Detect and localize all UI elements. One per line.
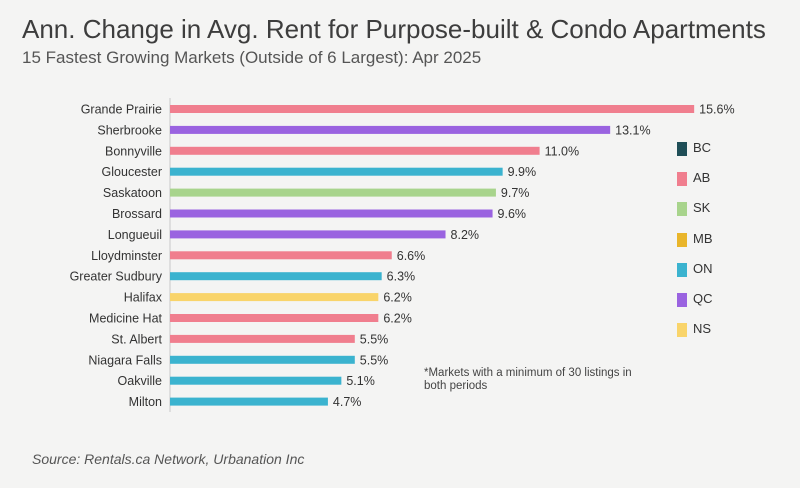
data-label: 4.7%	[333, 395, 362, 409]
bar	[170, 334, 355, 343]
data-label: 6.2%	[383, 312, 412, 326]
bar	[170, 293, 379, 302]
bar	[170, 105, 695, 113]
category-label: Oakville	[118, 374, 163, 388]
bar	[170, 230, 446, 239]
legend-label: AB	[693, 170, 711, 186]
data-label: 9.7%	[501, 186, 530, 200]
legend-swatch	[677, 232, 687, 247]
bar	[170, 355, 355, 364]
bar	[170, 125, 611, 134]
legend-label: BC	[693, 140, 712, 155]
data-label: 6.3%	[387, 270, 416, 284]
bar	[170, 272, 382, 281]
bar	[170, 167, 503, 176]
legend-swatch	[677, 142, 687, 156]
category-label: Grande Prairie	[81, 103, 162, 117]
data-label: 6.2%	[383, 291, 412, 305]
bar	[170, 376, 342, 385]
category-label: Sherbrooke	[97, 123, 162, 137]
category-label: St. Albert	[111, 332, 162, 346]
category-label: Halifax	[124, 291, 163, 305]
category-label: Brossard	[112, 207, 162, 221]
data-label: 9.9%	[508, 165, 537, 179]
legend-label: NS	[693, 321, 712, 337]
bar	[170, 251, 392, 260]
legend-label: MB	[693, 230, 713, 246]
bar	[170, 397, 328, 406]
data-label: 9.6%	[498, 207, 527, 221]
legend-swatch	[677, 172, 687, 187]
category-label: Bonnyville	[105, 144, 162, 158]
legend-swatch	[677, 293, 687, 307]
data-label: 6.6%	[397, 249, 426, 263]
bar	[170, 146, 540, 155]
category-label: Greater Sudbury	[70, 270, 163, 284]
legend-swatch	[677, 262, 687, 277]
legend-label: ON	[693, 260, 713, 276]
data-label: 8.2%	[451, 228, 480, 242]
bar	[170, 188, 496, 197]
legend-label: QC	[693, 291, 713, 306]
data-label: 13.1%	[615, 123, 650, 137]
category-label: Saskatoon	[103, 186, 162, 200]
legend-swatch	[677, 202, 687, 217]
bar	[170, 314, 379, 322]
data-label: 5.5%	[360, 353, 389, 367]
category-label: Longueuil	[108, 228, 162, 242]
chart-footnote: *Markets with a minimum of 30 listings i…	[424, 367, 632, 392]
category-label: Medicine Hat	[89, 312, 162, 326]
bar	[170, 209, 493, 218]
data-label: 5.5%	[360, 332, 389, 346]
category-label: Gloucester	[102, 165, 162, 179]
category-label: Milton	[129, 395, 162, 409]
source-credit: Source: Rentals.ca Network, Urbanation I…	[32, 451, 305, 467]
data-label: 15.6%	[699, 103, 734, 117]
chart-subtitle: 15 Fastest Growing Markets (Outside of 6…	[22, 48, 482, 67]
legend-label: SK	[693, 200, 711, 216]
data-label: 5.1%	[346, 374, 375, 388]
category-label: Niagara Falls	[88, 353, 162, 367]
category-label: Lloydminster	[91, 249, 162, 263]
legend-swatch	[677, 323, 687, 338]
chart-title: Ann. Change in Avg. Rent for Purpose-bui…	[22, 14, 766, 44]
data-label: 11.0%	[545, 144, 580, 158]
